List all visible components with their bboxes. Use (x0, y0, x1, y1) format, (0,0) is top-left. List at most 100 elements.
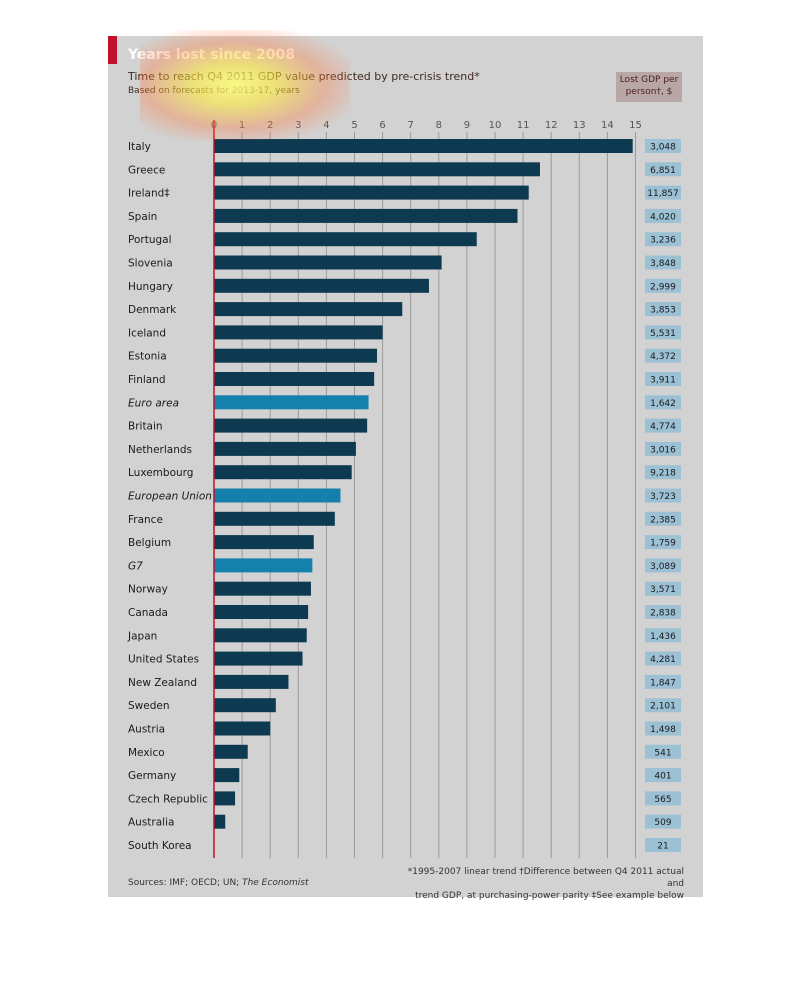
bar (214, 278, 429, 293)
category-label: Greece (128, 164, 165, 176)
category-label: South Korea (128, 840, 192, 852)
lost-gdp-value: 4,774 (650, 422, 676, 432)
x-tick-label: 2 (267, 120, 273, 131)
bar (214, 721, 271, 736)
lost-gdp-value: 3,048 (650, 143, 676, 153)
lost-gdp-box (645, 255, 681, 270)
bar (214, 348, 377, 363)
lost-gdp-value: 4,281 (650, 655, 676, 665)
category-label: Belgium (128, 537, 171, 549)
lost-gdp-box (645, 465, 681, 480)
bar (214, 465, 352, 480)
bar (214, 605, 309, 619)
lost-gdp-box (645, 278, 681, 293)
bar (214, 744, 248, 759)
category-label: Czech Republic (128, 793, 208, 805)
lost-gdp-box (645, 372, 681, 386)
category-label: Denmark (128, 304, 177, 316)
lost-gdp-box (645, 511, 681, 526)
category-label: Portugal (128, 234, 172, 246)
bar (214, 698, 276, 713)
lost-gdp-box (645, 139, 681, 153)
category-label: Sweden (128, 700, 170, 712)
bar (214, 628, 307, 643)
bar (214, 511, 335, 526)
category-label: G7 (128, 560, 143, 572)
lost-gdp-box (645, 535, 681, 550)
lost-gdp-header-line2: person†, $ (625, 87, 673, 97)
lost-gdp-value: 1,642 (650, 399, 676, 409)
lost-gdp-value: 541 (654, 748, 671, 758)
bar (214, 139, 633, 153)
lost-gdp-value: 5,531 (650, 329, 676, 339)
lost-gdp-box (645, 768, 681, 783)
category-label: Hungary (128, 281, 173, 293)
x-tick-label: 14 (601, 120, 614, 131)
lost-gdp-box (645, 395, 681, 410)
bar (214, 232, 477, 247)
category-label: Spain (128, 211, 157, 223)
category-label: Mexico (128, 747, 165, 759)
bar (214, 162, 540, 177)
lost-gdp-box (645, 628, 681, 643)
x-tick-label: 3 (295, 120, 301, 131)
category-label: Norway (128, 584, 168, 596)
x-tick-label: 6 (379, 120, 385, 131)
lost-gdp-value: 3,571 (650, 585, 676, 595)
lost-gdp-box (645, 791, 681, 806)
lost-gdp-value: 401 (654, 772, 671, 782)
x-tick-label: 1 (239, 120, 245, 131)
lost-gdp-box (645, 674, 681, 689)
bar (214, 535, 314, 550)
category-label: Austria (128, 724, 165, 736)
lost-gdp-box (645, 698, 681, 713)
category-label: Canada (128, 607, 168, 619)
lost-gdp-header-line1: Lost GDP per (619, 75, 679, 85)
lost-gdp-value: 3,853 (650, 306, 676, 316)
bar (214, 768, 240, 783)
lost-gdp-box (645, 558, 681, 573)
lost-gdp-column-header: Lost GDP per person†, $ (616, 72, 682, 102)
lost-gdp-value: 1,436 (650, 632, 676, 642)
lost-gdp-box (645, 838, 681, 852)
footnote-line1: *1995-2007 linear trend †Difference betw… (407, 867, 684, 889)
bar (214, 255, 442, 270)
chart-panel (108, 36, 703, 897)
lost-gdp-box (645, 814, 681, 829)
lost-gdp-value: 509 (654, 818, 671, 828)
category-label: Australia (128, 817, 174, 829)
x-tick-label: 8 (436, 120, 442, 131)
lost-gdp-value: 1,759 (650, 539, 676, 549)
lost-gdp-value: 4,372 (650, 352, 676, 362)
lost-gdp-box (645, 651, 681, 666)
category-label: Netherlands (128, 444, 192, 456)
category-label: France (128, 514, 163, 526)
bar (214, 185, 529, 200)
lost-gdp-value: 2,999 (650, 282, 676, 292)
bar (214, 674, 289, 689)
lost-gdp-value: 11,857 (647, 189, 679, 199)
x-tick-label: 4 (323, 120, 329, 131)
lost-gdp-value: 6,851 (650, 166, 676, 176)
lost-gdp-value: 3,016 (650, 445, 676, 455)
bar (214, 651, 303, 666)
lost-gdp-value: 3,723 (650, 492, 676, 502)
x-tick-label: 13 (573, 120, 586, 131)
bar (214, 395, 369, 410)
bar (214, 325, 383, 340)
sources-publication: The Economist (242, 878, 309, 888)
lost-gdp-box (645, 185, 681, 200)
lost-gdp-value: 21 (657, 842, 668, 852)
category-label: Germany (128, 770, 176, 782)
lost-gdp-value: 3,911 (650, 376, 676, 386)
lost-gdp-box (645, 605, 681, 619)
bar (214, 581, 311, 596)
x-tick-label: 10 (489, 120, 502, 131)
x-tick-label: 12 (545, 120, 558, 131)
x-tick-label: 15 (629, 120, 642, 131)
brand-accent-bar (108, 36, 117, 64)
lost-gdp-box (645, 721, 681, 736)
lost-gdp-box (645, 581, 681, 596)
lost-gdp-box (645, 744, 681, 759)
